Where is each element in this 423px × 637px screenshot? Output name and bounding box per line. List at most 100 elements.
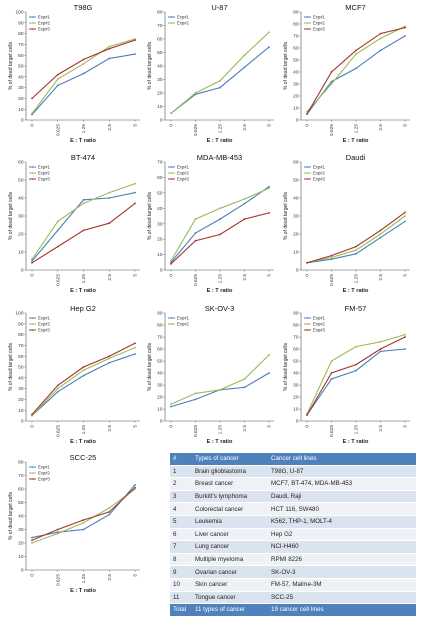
chart-panel: 0 10 20 30 40 50 60 70 80 90 0 0.625 1.25 2.5 5 FM-57 E … — [283, 304, 410, 445]
data-point — [82, 229, 85, 232]
x-tick-label: 1.25 — [81, 574, 87, 584]
table-row: 2 Breast cancer MCF7, BT-474, MDA-MB-453 — [170, 477, 416, 491]
legend-label: Exp#3 — [177, 177, 190, 182]
series-line — [306, 27, 406, 115]
data-point — [219, 207, 221, 210]
data-point — [31, 97, 33, 100]
y-tick-label: 30 — [293, 82, 299, 88]
table-row: 7 Lung cancer NCI-H460 — [170, 540, 416, 554]
y-tick-label: 10 — [157, 104, 163, 110]
data-point — [243, 202, 246, 205]
data-point — [379, 350, 382, 353]
table-cell: Tongue cancer — [192, 591, 268, 605]
y-tick-label: 90 — [18, 20, 24, 26]
y-tick-label: 0 — [160, 419, 163, 425]
x-tick-label: 0.625 — [329, 124, 335, 136]
x-axis-label: E : T ratio — [207, 288, 233, 294]
y-tick-label: 80 — [157, 10, 163, 16]
legend-label: Exp#1 — [177, 15, 190, 20]
x-tick-label: 5 — [133, 574, 139, 577]
data-point — [134, 191, 136, 194]
data-point — [134, 182, 136, 185]
data-point — [243, 66, 246, 69]
data-point — [170, 405, 172, 408]
data-point — [404, 348, 406, 350]
y-tick-label: 0 — [21, 419, 24, 425]
data-point — [82, 58, 85, 61]
y-tick-label: 40 — [157, 371, 163, 377]
table-cell: NCI-H460 — [268, 540, 416, 554]
y-axis-label: % of dead target cells — [283, 191, 289, 240]
chart-title: MCF7 — [345, 3, 365, 12]
y-tick-label: 20 — [18, 232, 24, 238]
series-line — [306, 211, 406, 264]
x-tick-label: 2.5 — [107, 124, 113, 131]
y-tick-label: 80 — [157, 323, 163, 329]
series-line — [31, 38, 136, 114]
y-tick-label: 40 — [293, 70, 299, 76]
x-tick-label: 0.625 — [329, 274, 335, 286]
data-point — [243, 198, 246, 200]
x-tick-label: 2.5 — [107, 574, 113, 581]
data-point — [355, 363, 357, 366]
chart-panel: 0 10 20 30 40 50 60 70 80 90 0 0.625 1.25 2.5 5 SK-OV-3… — [147, 304, 274, 445]
y-tick-label: 0 — [21, 118, 24, 124]
y-tick-label: 20 — [157, 91, 163, 97]
table-row: 9 Ovarian cancer SK-OV-3 — [170, 565, 416, 579]
table-cell: Skin cancer — [192, 578, 268, 592]
data-point — [404, 26, 406, 29]
data-point — [306, 110, 308, 113]
x-tick-label: 1.25 — [81, 124, 87, 134]
legend-label: Exp#3 — [313, 177, 326, 182]
table-row: 10 Skin cancer FM-57, Malme-3M — [170, 578, 416, 592]
data-point — [56, 387, 59, 390]
table-cell: 11 — [170, 591, 192, 605]
data-point — [194, 392, 197, 395]
x-tick-label: 5 — [403, 124, 409, 127]
series-line — [306, 220, 406, 264]
x-tick-label: 0.625 — [193, 274, 199, 286]
data-point — [56, 528, 59, 531]
legend-label: Exp#1 — [313, 316, 326, 321]
data-point — [108, 45, 111, 48]
x-axis-label: E : T ratio — [70, 439, 96, 445]
y-tick-label: 50 — [293, 359, 299, 365]
x-tick-label: 2.5 — [242, 274, 248, 281]
x-tick-label: 0.625 — [55, 574, 61, 586]
series-line — [31, 353, 136, 417]
x-tick-label: 2.5 — [242, 425, 248, 432]
x-tick-label: 0 — [169, 124, 175, 127]
y-tick-label: 60 — [157, 347, 163, 353]
chart-title: Daudi — [346, 153, 366, 162]
data-point — [219, 86, 221, 89]
x-axis-label: E : T ratio — [207, 138, 233, 144]
y-tick-label: 70 — [157, 335, 163, 341]
y-tick-label: 80 — [18, 31, 24, 37]
data-point — [268, 185, 270, 188]
y-tick-label: 20 — [293, 94, 299, 100]
data-point — [194, 218, 197, 220]
y-tick-label: 80 — [293, 22, 299, 28]
y-tick-label: 30 — [157, 221, 163, 227]
data-point — [379, 49, 382, 52]
data-point — [31, 413, 33, 416]
y-tick-label: 0 — [21, 568, 24, 574]
chart-title: T98G — [74, 3, 93, 12]
y-tick-label: 60 — [18, 160, 24, 166]
x-axis-label: E : T ratio — [70, 138, 96, 144]
data-point — [268, 212, 270, 214]
data-point — [108, 513, 111, 516]
legend-label: Exp#2 — [38, 21, 51, 26]
x-tick-label: 1.25 — [218, 425, 224, 435]
y-tick-label: 20 — [293, 232, 299, 238]
y-tick-label: 70 — [18, 42, 24, 48]
data-point — [82, 374, 85, 377]
table-cell: K562, THP-1, MOLT-4 — [268, 515, 416, 529]
x-tick-label: 0 — [169, 274, 175, 277]
x-tick-label: 0 — [305, 425, 311, 428]
table-cell: 10 — [170, 578, 192, 592]
legend-marker — [170, 323, 173, 325]
data-point — [134, 202, 136, 205]
data-point — [330, 71, 333, 73]
legend-label: Exp#2 — [313, 21, 326, 26]
